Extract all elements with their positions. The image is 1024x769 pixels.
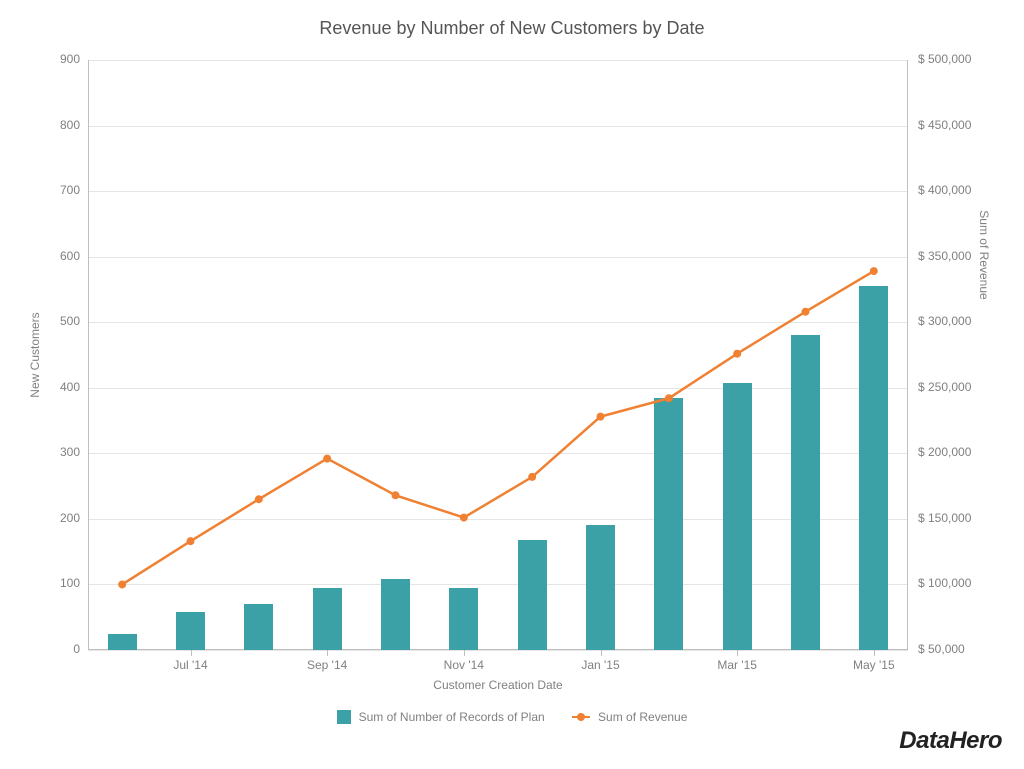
y-right-tick-label: $ 100,000 [918, 576, 998, 590]
x-tick-label: Sep '14 [297, 658, 357, 672]
legend-label-bars: Sum of Number of Records of Plan [359, 710, 545, 724]
y-left-tick-label: 0 [30, 642, 80, 656]
x-axis-title: Customer Creation Date [88, 678, 908, 692]
line-marker [870, 267, 878, 275]
legend-item-bars: Sum of Number of Records of Plan [337, 710, 545, 724]
line-marker [187, 537, 195, 545]
y-right-tick-label: $ 150,000 [918, 511, 998, 525]
plot-area: 0$ 50,000100$ 100,000200$ 150,000300$ 20… [88, 60, 908, 650]
line-marker [392, 491, 400, 499]
y-left-tick-label: 100 [30, 576, 80, 590]
chart-title: Revenue by Number of New Customers by Da… [0, 18, 1024, 39]
chart-container: Revenue by Number of New Customers by Da… [0, 0, 1024, 769]
line-marker [118, 580, 126, 588]
line-marker [733, 350, 741, 358]
line-marker [255, 495, 263, 503]
x-tick-mark [327, 650, 328, 656]
line-marker [597, 413, 605, 421]
brand-logo: DataHero [899, 727, 1002, 755]
y-right-tick-label: $ 450,000 [918, 118, 998, 132]
y-left-tick-label: 800 [30, 118, 80, 132]
x-tick-mark [874, 650, 875, 656]
y-right-axis-title: Sum of Revenue [977, 205, 991, 305]
y-right-tick-label: $ 200,000 [918, 445, 998, 459]
y-left-tick-label: 200 [30, 511, 80, 525]
line-marker [460, 514, 468, 522]
legend-label-line: Sum of Revenue [598, 710, 687, 724]
x-tick-mark [737, 650, 738, 656]
legend-swatch-bar [337, 710, 351, 724]
line-marker [528, 473, 536, 481]
x-tick-label: May '15 [844, 658, 904, 672]
x-tick-label: Jan '15 [571, 658, 631, 672]
x-tick-label: Jul '14 [161, 658, 221, 672]
y-left-tick-label: 700 [30, 183, 80, 197]
line-marker [665, 394, 673, 402]
line-marker [323, 455, 331, 463]
legend-swatch-line [572, 710, 590, 724]
y-left-axis-title: New Customers [28, 305, 42, 405]
y-right-tick-label: $ 250,000 [918, 380, 998, 394]
y-right-tick-label: $ 500,000 [918, 52, 998, 66]
line-path [122, 271, 874, 584]
y-left-tick-label: 900 [30, 52, 80, 66]
y-right-tick-label: $ 300,000 [918, 314, 998, 328]
line-series [88, 60, 908, 650]
y-left-tick-label: 600 [30, 249, 80, 263]
x-tick-mark [191, 650, 192, 656]
y-right-tick-label: $ 50,000 [918, 642, 998, 656]
line-marker [802, 308, 810, 316]
x-tick-label: Mar '15 [707, 658, 767, 672]
legend-item-line: Sum of Revenue [572, 710, 687, 724]
legend: Sum of Number of Records of Plan Sum of … [0, 710, 1024, 727]
y-right-tick-label: $ 400,000 [918, 183, 998, 197]
x-tick-mark [601, 650, 602, 656]
x-tick-mark [464, 650, 465, 656]
grid-line [88, 650, 908, 651]
x-tick-label: Nov '14 [434, 658, 494, 672]
y-left-tick-label: 300 [30, 445, 80, 459]
